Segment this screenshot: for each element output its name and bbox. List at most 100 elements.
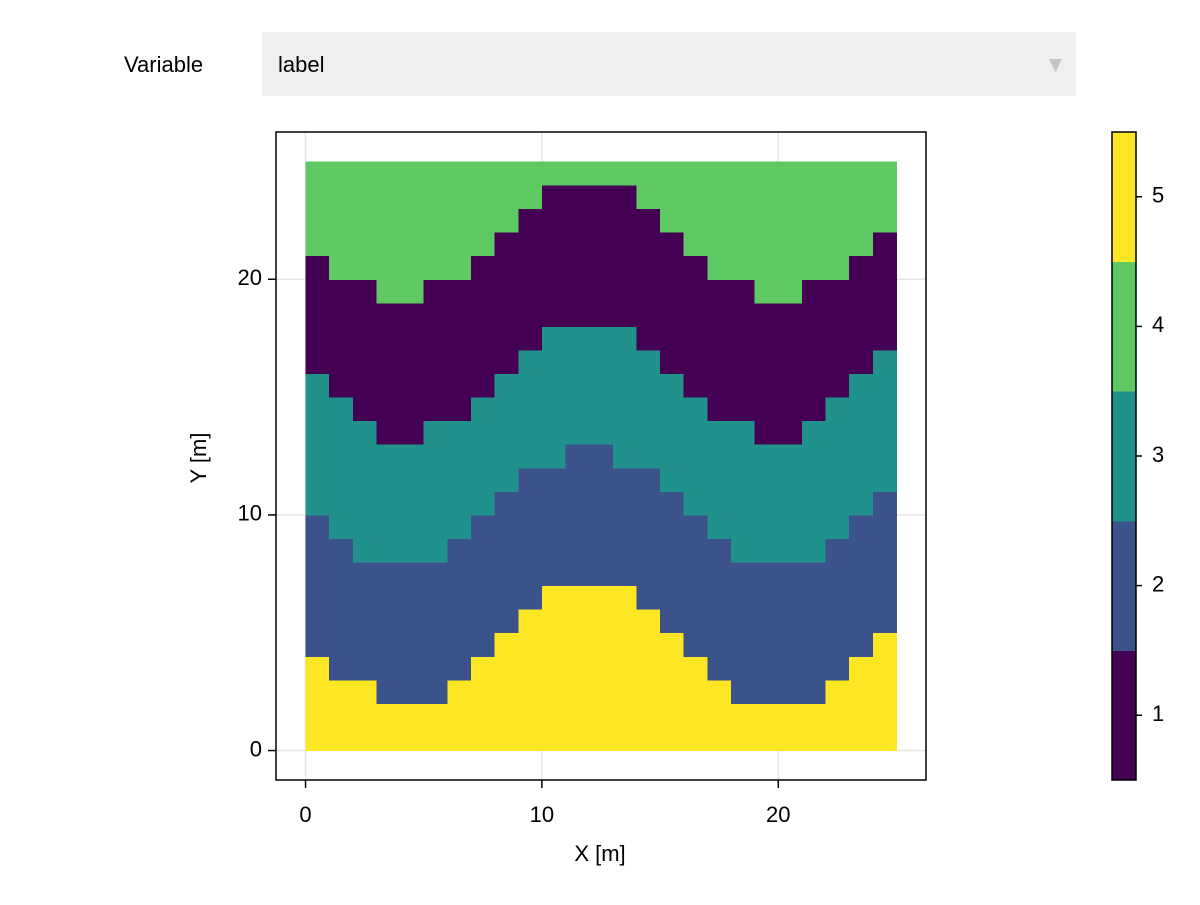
heatmap-cell (565, 585, 590, 610)
heatmap-cell (636, 302, 661, 327)
heatmap-cell (707, 208, 732, 233)
heatmap-cell (565, 514, 590, 539)
heatmap-cell (778, 726, 803, 752)
heatmap-cell (589, 232, 614, 257)
heatmap-cell (660, 208, 685, 233)
heatmap-cell (754, 420, 779, 445)
heatmap-cell (683, 302, 708, 327)
x-tick-label: 10 (530, 802, 554, 827)
heatmap-cell (471, 679, 496, 704)
heatmap-cell (494, 491, 519, 516)
heatmap-cell (683, 185, 708, 210)
heatmap-cell (423, 420, 448, 445)
heatmap-cell (305, 349, 330, 375)
heatmap-cell (801, 326, 827, 351)
heatmap-cell (731, 632, 756, 657)
heatmap-cell (352, 232, 377, 257)
heatmap-cell (612, 467, 637, 492)
heatmap-cell (825, 562, 850, 587)
heatmap-cell (400, 373, 425, 398)
heatmap-cell (849, 538, 874, 563)
heatmap-cell (636, 185, 661, 210)
heatmap-cell (423, 726, 448, 752)
heatmap-cell (423, 562, 448, 587)
heatmap-cell (518, 326, 543, 351)
heatmap-cell (376, 255, 401, 280)
heatmap-cell (825, 349, 850, 375)
heatmap-cell (801, 514, 827, 539)
heatmap-cell (329, 444, 354, 469)
heatmap-cell (683, 562, 708, 587)
heatmap-cell (589, 397, 614, 422)
heatmap-cell (660, 326, 685, 351)
heatmap-cell (825, 609, 850, 634)
heatmap-cell (754, 444, 779, 469)
heatmap-cell (731, 373, 756, 398)
heatmap-cell (494, 585, 519, 610)
heatmap-cell (825, 279, 850, 304)
heatmap-cell (683, 679, 708, 704)
heatmap-cell (518, 562, 543, 587)
heatmap-cell (447, 420, 472, 445)
heatmap-cell (329, 656, 354, 681)
heatmap-cell (423, 585, 448, 610)
heatmap-cell (872, 656, 897, 681)
heatmap-cell (849, 562, 874, 587)
heatmap-cell (352, 444, 377, 469)
heatmap-cell (872, 467, 897, 492)
heatmap-cell (447, 444, 472, 469)
dropdown-value[interactable]: label (278, 52, 324, 77)
heatmap-cell (518, 373, 543, 398)
heatmap-cell (447, 467, 472, 492)
heatmap-cell (707, 326, 732, 351)
heatmap-cell (471, 279, 496, 304)
colorbar-tick-label: 1 (1152, 701, 1164, 726)
heatmap-cell (707, 161, 732, 186)
heatmap-cell (494, 232, 519, 257)
heatmap-cell (849, 467, 874, 492)
heatmap-cell (305, 279, 330, 304)
heatmap-cell (305, 326, 330, 351)
heatmap-cell (352, 514, 377, 539)
heatmap-cell (305, 232, 330, 257)
heatmap-cell (801, 161, 827, 186)
heatmap-cell (447, 491, 472, 516)
heatmap-cell (423, 444, 448, 469)
heatmap-cell (801, 562, 827, 587)
heatmap-cell (707, 656, 732, 681)
heatmap-cell (518, 302, 543, 327)
dropdown[interactable]: label (262, 32, 1076, 96)
dropdown-arrow[interactable] (1049, 59, 1062, 72)
heatmap-cell (589, 538, 614, 563)
heatmap-cell (352, 467, 377, 492)
heatmap-cell (849, 585, 874, 610)
heatmap-cell (612, 420, 637, 445)
heatmap-cell (400, 609, 425, 634)
heatmap-cell (636, 208, 661, 233)
heatmap-cell (471, 726, 496, 752)
heatmap-cell (376, 467, 401, 492)
heatmap-cell (400, 703, 425, 728)
heatmap-cell (825, 232, 850, 257)
heatmap-cell (707, 514, 732, 539)
heatmap-cell (423, 326, 448, 351)
heatmap-cell (754, 326, 779, 351)
heatmap-cell (707, 185, 732, 210)
heatmap-cell (825, 491, 850, 516)
heatmap-cell (778, 585, 803, 610)
heatmap-cell (565, 467, 590, 492)
dropdown-box[interactable] (262, 32, 1076, 96)
heatmap-cell (400, 397, 425, 422)
heatmap-cell (518, 538, 543, 563)
heatmap-cell (636, 491, 661, 516)
heatmap-cell (778, 185, 803, 210)
heatmap-cell (541, 679, 567, 704)
heatmap-cell (329, 279, 354, 304)
heatmap-cell (589, 656, 614, 681)
heatmap-cell (778, 349, 803, 375)
heatmap-cell (423, 679, 448, 704)
colorbar-segment (1112, 132, 1136, 263)
heatmap-cell (731, 279, 756, 304)
heatmap-cell (400, 467, 425, 492)
heatmap-cell (494, 679, 519, 704)
